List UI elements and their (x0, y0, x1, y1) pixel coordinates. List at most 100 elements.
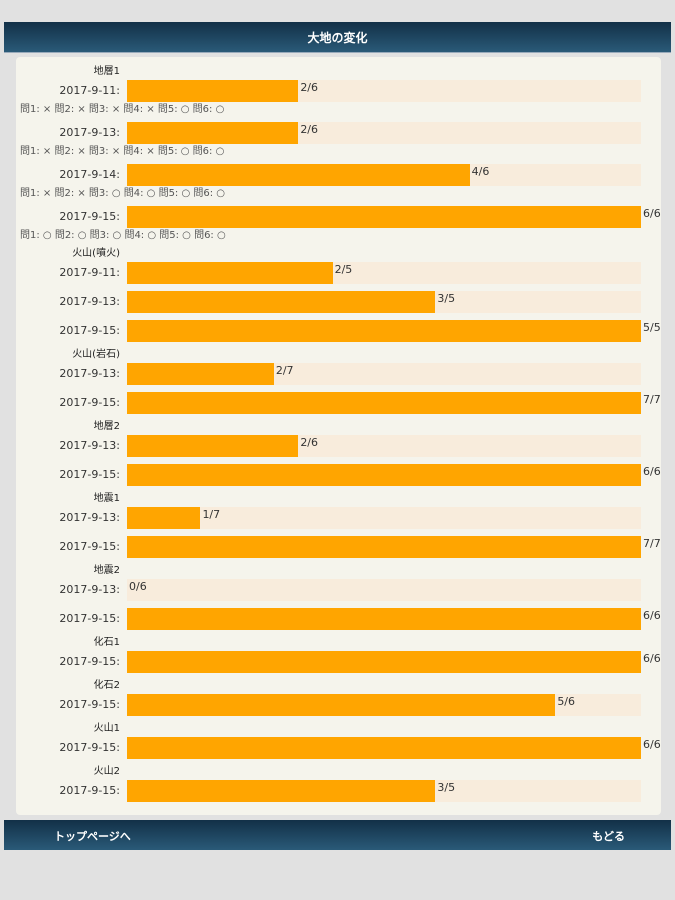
back-button[interactable]: もどる (592, 830, 625, 843)
group-label: 地層1 (93, 66, 120, 77)
progress-track: 3/5 (127, 780, 641, 802)
group-label: 地震1 (93, 493, 120, 504)
group-label: 化石1 (93, 637, 120, 648)
score-value: 5/6 (557, 695, 576, 708)
progress-row: 2017-9-15: 6/6 (16, 464, 661, 493)
progress-track: 2/6 (127, 122, 641, 144)
group-header: 火山1 (16, 723, 661, 737)
date-label: 2017-9-15: (59, 741, 120, 754)
progress-fill (127, 80, 299, 102)
progress-fill (127, 164, 470, 186)
group-label: 化石2 (93, 680, 120, 691)
group-header: 火山(岩石) (16, 349, 661, 363)
date-label: 2017-9-15: (59, 784, 120, 797)
date-label: 2017-9-15: (59, 655, 120, 668)
progress-fill (127, 206, 641, 228)
quiz-results: 問1: ○ 問2: ○ 問3: ○ 問4: ○ 問5: ○ 問6: ○ (20, 230, 226, 241)
footer-bar: トップページへ もどる (4, 820, 671, 850)
date-label: 2017-9-15: (59, 698, 120, 711)
date-label: 2017-9-11: (59, 84, 120, 97)
progress-row: 2017-9-15: 6/6 (16, 608, 661, 637)
date-label: 2017-9-15: (59, 210, 120, 223)
header-bar: 大地の変化 (4, 22, 671, 53)
progress-track: 7/7 (127, 536, 661, 558)
score-value: 2/5 (334, 263, 353, 276)
progress-fill (127, 435, 299, 457)
date-label: 2017-9-11: (59, 266, 120, 279)
group-header: 地層1 (16, 66, 661, 80)
score-value: 6/6 (643, 609, 661, 622)
date-label: 2017-9-13: (59, 295, 120, 308)
progress-fill (127, 291, 436, 313)
progress-fill (127, 780, 436, 802)
date-label: 2017-9-15: (59, 396, 120, 409)
progress-track: 1/7 (127, 507, 641, 529)
score-value: 2/6 (300, 123, 319, 136)
score-value: 3/5 (437, 781, 456, 794)
page-title: 大地の変化 (307, 30, 368, 45)
progress-row: 2017-9-15: 6/6 問1: ○ 問2: ○ 問3: ○ 問4: ○ 問… (16, 206, 661, 248)
score-value: 6/6 (643, 738, 661, 751)
group-header: 地層2 (16, 421, 661, 435)
group-label: 地層2 (93, 421, 120, 432)
group-label: 火山2 (93, 766, 120, 777)
progress-row: 2017-9-15: 6/6 (16, 651, 661, 680)
group-header: 火山2 (16, 766, 661, 780)
progress-row: 2017-9-15: 3/5 (16, 780, 661, 809)
progress-row: 2017-9-13: 3/5 (16, 291, 661, 320)
progress-fill (127, 464, 641, 486)
score-value: 4/6 (471, 165, 490, 178)
progress-track: 2/6 (127, 80, 641, 102)
date-label: 2017-9-14: (59, 168, 120, 181)
progress-row: 2017-9-13: 2/6 (16, 435, 661, 464)
quiz-results: 問1: × 問2: × 問3: × 問4: × 問5: ○ 問6: ○ (20, 146, 225, 157)
score-value: 1/7 (202, 508, 221, 521)
progress-row: 2017-9-15: 5/6 (16, 694, 661, 723)
group-header: 地震2 (16, 565, 661, 579)
score-value: 6/6 (643, 465, 661, 478)
progress-row: 2017-9-13: 0/6 (16, 579, 661, 608)
date-label: 2017-9-13: (59, 583, 120, 596)
group-header: 化石1 (16, 637, 661, 651)
progress-row: 2017-9-15: 6/6 (16, 737, 661, 766)
score-value: 2/6 (300, 81, 319, 94)
progress-fill (127, 122, 299, 144)
progress-track: 5/5 (127, 320, 661, 342)
progress-row: 2017-9-15: 7/7 (16, 392, 661, 421)
progress-track: 6/6 (127, 651, 661, 673)
progress-row: 2017-9-15: 7/7 (16, 536, 661, 565)
score-value: 2/6 (300, 436, 319, 449)
date-label: 2017-9-13: (59, 126, 120, 139)
progress-track: 0/6 (127, 579, 641, 601)
progress-track: 2/6 (127, 435, 641, 457)
group-label: 火山1 (93, 723, 120, 734)
date-label: 2017-9-15: (59, 468, 120, 481)
progress-fill (127, 651, 641, 673)
progress-fill (127, 536, 641, 558)
progress-track: 6/6 (127, 206, 661, 228)
top-page-button[interactable]: トップページへ (54, 830, 131, 843)
group-header: 化石2 (16, 680, 661, 694)
progress-fill (127, 262, 333, 284)
progress-track: 5/6 (127, 694, 641, 716)
progress-fill (127, 363, 274, 385)
score-value: 6/6 (643, 652, 661, 665)
progress-track: 6/6 (127, 464, 661, 486)
group-label: 地震2 (93, 565, 120, 576)
progress-track: 6/6 (127, 737, 661, 759)
progress-fill (127, 608, 641, 630)
score-value: 7/7 (643, 393, 661, 406)
score-value: 2/7 (275, 364, 294, 377)
progress-track: 6/6 (127, 608, 661, 630)
group-header: 地震1 (16, 493, 661, 507)
score-value: 5/5 (643, 321, 661, 334)
date-label: 2017-9-13: (59, 439, 120, 452)
progress-row: 2017-9-13: 2/6 問1: × 問2: × 問3: × 問4: × 問… (16, 122, 661, 164)
score-value: 7/7 (643, 537, 661, 550)
progress-row: 2017-9-11: 2/6 問1: × 問2: × 問3: × 問4: × 問… (16, 80, 661, 122)
progress-track: 2/5 (127, 262, 641, 284)
progress-fill (127, 694, 556, 716)
progress-fill (127, 737, 641, 759)
progress-row: 2017-9-14: 4/6 問1: × 問2: × 問3: ○ 問4: ○ 問… (16, 164, 661, 206)
progress-track: 7/7 (127, 392, 661, 414)
